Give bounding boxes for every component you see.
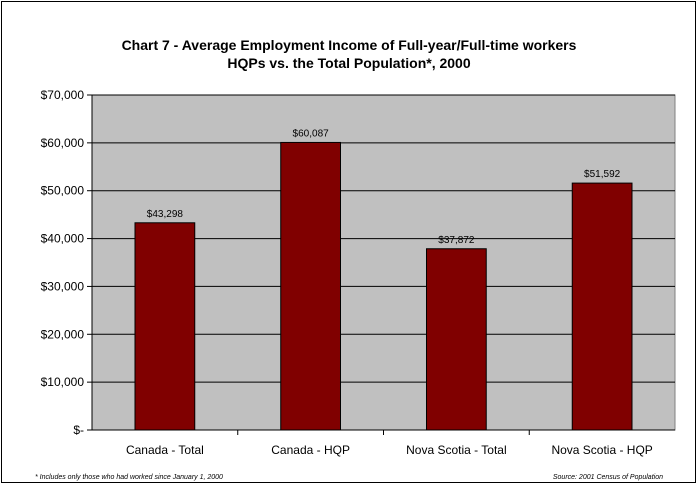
chart-title-line-1: Chart 7 - Average Employment Income of F… bbox=[121, 37, 577, 53]
bar bbox=[134, 222, 196, 431]
x-axis-tick-labels: Canada - Total Canada - HQP Nova Scotia - … bbox=[126, 443, 653, 457]
bar bbox=[571, 182, 633, 431]
bar bbox=[280, 141, 342, 431]
x-tick-label: Canada - Total bbox=[126, 443, 204, 457]
data-label: $51,592 bbox=[584, 169, 621, 180]
y-tick-label: $- bbox=[73, 423, 84, 437]
data-label: $43,298 bbox=[147, 209, 184, 220]
chart-title: Chart 7 - Average Employment Income of F… bbox=[0, 36, 698, 72]
data-labels: $43,298 $60,087 $37,872 $51,592 bbox=[147, 128, 621, 245]
y-axis-tick-labels: $- $10,000 $20,000 $30,000 $40,000 $50,000 $60… bbox=[41, 88, 85, 437]
chart-title-line-2: HQPs vs. the Total Population*, 2000 bbox=[227, 55, 471, 71]
bars bbox=[134, 141, 633, 431]
y-tick-label: $70,000 bbox=[41, 88, 85, 102]
y-tick-label: $60,000 bbox=[41, 136, 85, 150]
y-tick-label: $40,000 bbox=[41, 232, 85, 246]
bar bbox=[425, 248, 487, 431]
x-tick-label: Canada - HQP bbox=[271, 443, 350, 457]
x-tick-label: Nova Scotia - HQP bbox=[551, 443, 652, 457]
x-tick-label: Nova Scotia - Total bbox=[406, 443, 507, 457]
data-label: $60,087 bbox=[293, 128, 330, 139]
source-note: Source: 2001 Census of Population bbox=[552, 474, 663, 481]
y-tick-label: $30,000 bbox=[41, 279, 85, 293]
y-tick-label: $50,000 bbox=[41, 184, 85, 198]
y-tick-label: $10,000 bbox=[41, 375, 85, 389]
y-tick-label: $20,000 bbox=[41, 327, 85, 341]
data-label: $37,872 bbox=[438, 235, 475, 246]
footnote: * Includes only those who had worked sin… bbox=[35, 474, 223, 481]
